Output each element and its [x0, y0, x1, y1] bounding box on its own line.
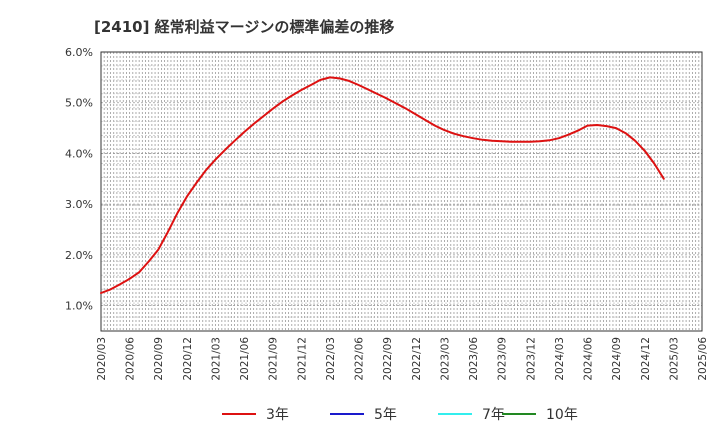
x-tick-label: 2024/12: [640, 337, 652, 381]
x-tick-label: 2021/06: [239, 337, 251, 381]
x-tick-label: 2020/12: [182, 337, 194, 381]
x-tick-label: 2022/03: [325, 337, 337, 381]
x-tick-label: 2022/09: [382, 337, 394, 381]
x-tick-label: 2023/12: [525, 337, 537, 381]
x-tick-label: 2021/03: [210, 337, 222, 381]
y-tick-label: 6.0%: [65, 46, 93, 59]
x-tick-label: 2021/09: [268, 337, 280, 381]
legend-label-4: 10年: [546, 407, 578, 423]
y-tick-label: 5.0%: [65, 97, 93, 110]
x-tick-label: 2022/06: [354, 337, 366, 381]
x-tick-label: 2020/03: [96, 337, 108, 381]
x-tick-label: 2020/06: [125, 337, 137, 381]
y-tick-label: 3.0%: [65, 198, 93, 211]
x-tick-label: 2023/09: [497, 337, 509, 381]
legend-label-3: 7年: [482, 407, 505, 423]
y-tick-label: 4.0%: [65, 147, 93, 160]
x-tick-label: 2025/06: [697, 337, 709, 381]
grid-lines: [100, 51, 703, 331]
x-tick-label: 2024/09: [611, 337, 623, 381]
y-tick-label: 2.0%: [65, 249, 93, 262]
series-line-1: [100, 76, 665, 294]
plot-frame: [100, 51, 703, 332]
x-tick-label: 2023/06: [468, 337, 480, 381]
x-tick-label: 2024/06: [583, 337, 595, 381]
y-tick-label: 1.0%: [65, 300, 93, 313]
legend-label-1: 3年: [266, 407, 289, 423]
chart-title: [2410] 経常利益マージンの標準偏差の推移: [94, 18, 395, 36]
x-tick-label: 2020/09: [153, 337, 165, 381]
x-tick-label: 2022/12: [411, 337, 423, 381]
x-tick-label: 2024/03: [554, 337, 566, 381]
legend-label-2: 5年: [374, 407, 397, 423]
x-tick-label: 2025/03: [668, 337, 680, 381]
x-tick-label: 2021/12: [296, 337, 308, 381]
x-tick-label: 2023/03: [439, 337, 451, 381]
